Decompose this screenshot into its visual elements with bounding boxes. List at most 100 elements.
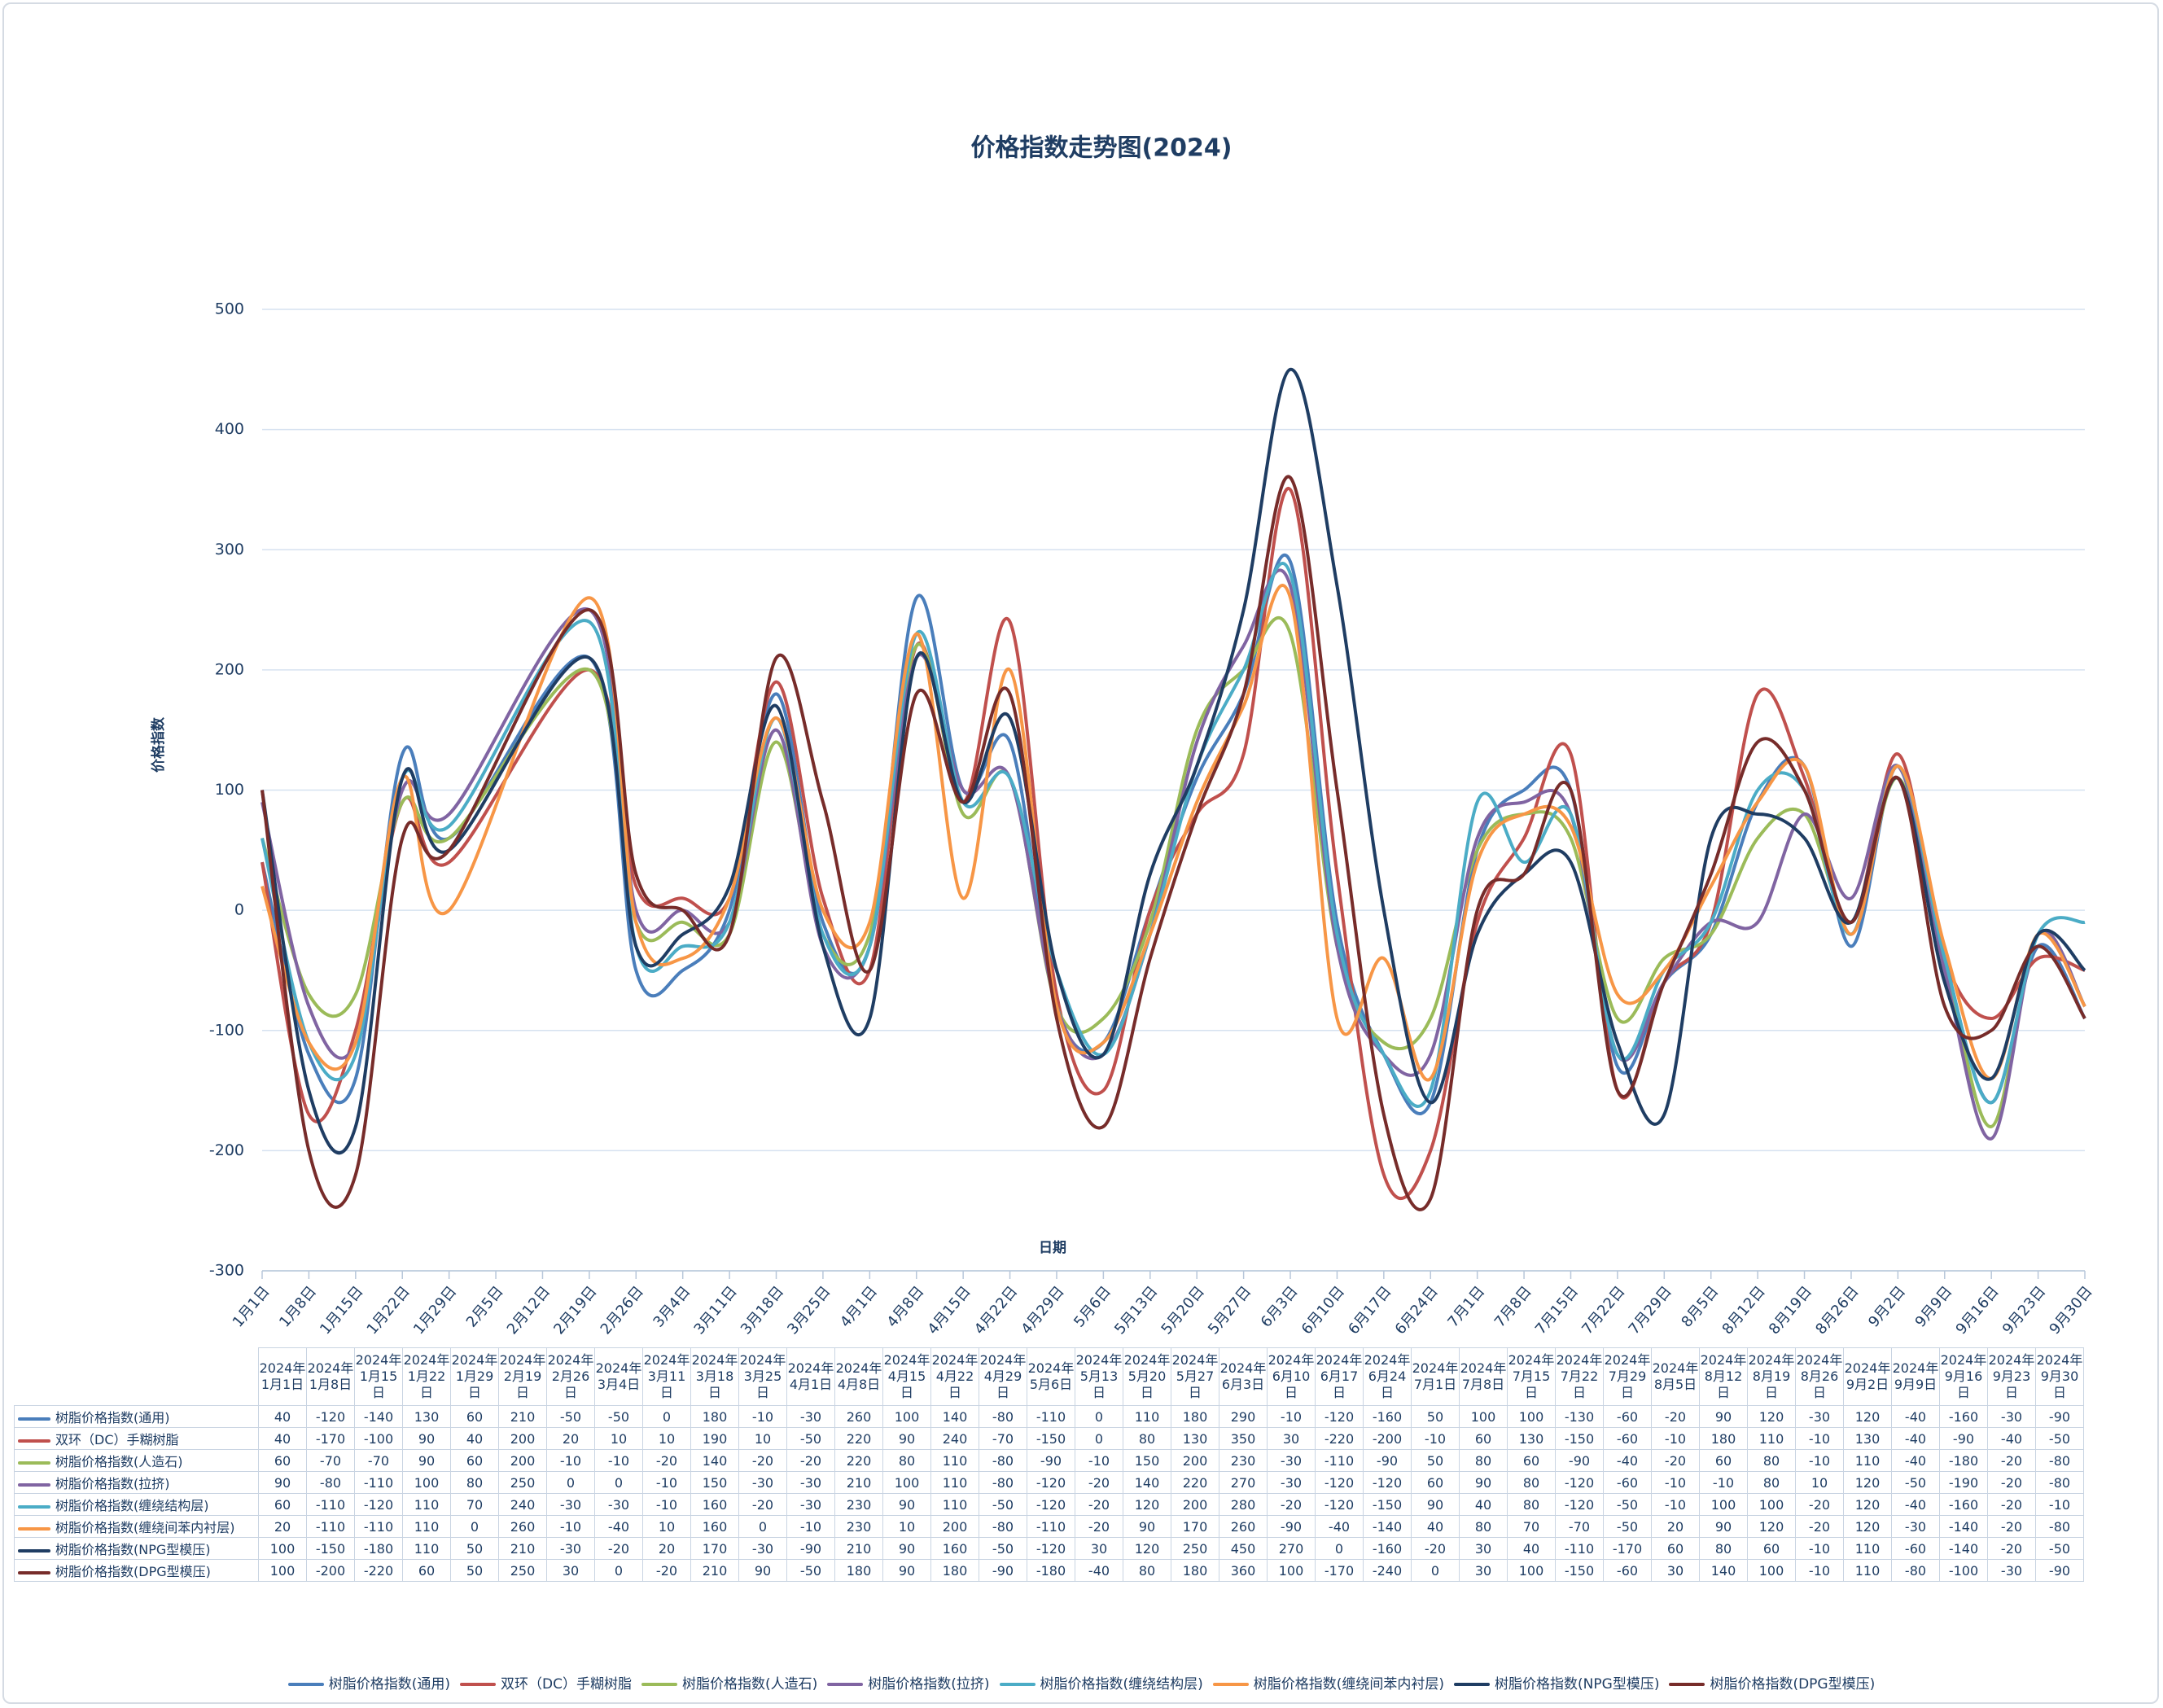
table-cell: 110 — [1747, 1427, 1796, 1450]
table-cell: 120 — [1843, 1405, 1892, 1428]
table-cell: -50 — [786, 1559, 835, 1582]
table-cell: 170 — [690, 1537, 739, 1560]
legend-swatch — [18, 1439, 50, 1443]
table-cell: -80 — [979, 1449, 1027, 1472]
table-cell: -10 — [786, 1515, 835, 1538]
table-cell: -50 — [1891, 1471, 1940, 1494]
x-tick-label: 9月2日 — [1865, 1283, 1909, 1331]
legend-label: 双环（DC）手糊树脂 — [501, 1676, 632, 1693]
table-header-cell: 2024年9月2日 — [1843, 1347, 1892, 1406]
x-tick-label: 2月12日 — [504, 1283, 554, 1338]
table-cell: 40 — [1459, 1493, 1508, 1516]
x-tick-label: 1月29日 — [410, 1283, 460, 1338]
table-cell: -140 — [1939, 1515, 1988, 1538]
table-cell: 100 — [1507, 1559, 1556, 1582]
table-cell: -40 — [1891, 1449, 1940, 1472]
table-cell: 60 — [1699, 1449, 1748, 1472]
legend-swatch — [18, 1548, 50, 1553]
table-cell: -20 — [594, 1537, 643, 1560]
table-cell: 130 — [402, 1405, 451, 1428]
table-cell: 350 — [1219, 1427, 1268, 1450]
table-cell: -50 — [979, 1537, 1027, 1560]
table-cell: -30 — [738, 1471, 787, 1494]
table-cell: 40 — [1411, 1515, 1460, 1538]
legend-swatch — [18, 1504, 50, 1509]
table-cell: -50 — [2035, 1537, 2084, 1560]
table-cell: -20 — [1987, 1537, 2036, 1560]
table-cell: 30 — [1459, 1559, 1508, 1582]
table-cell: -80 — [306, 1471, 355, 1494]
table-row-label: 树脂价格指数(拉挤) — [14, 1471, 259, 1494]
x-tick-label: 6月10日 — [1298, 1283, 1348, 1338]
table-cell: 80 — [1459, 1449, 1508, 1472]
table-cell: -10 — [1651, 1493, 1700, 1516]
series-line — [261, 475, 2086, 1211]
table-header-cell: 2024年5月6日 — [1027, 1347, 1075, 1406]
table-cell: -20 — [738, 1493, 787, 1516]
table-cell: 100 — [882, 1405, 931, 1428]
table-cell: -100 — [1939, 1559, 1988, 1582]
table-header-cell: 2024年4月1日 — [786, 1347, 835, 1406]
table-cell: -120 — [354, 1493, 403, 1516]
legend-item: 树脂价格指数(DPG型模压) — [1669, 1676, 1875, 1693]
table-cell: 240 — [930, 1427, 979, 1450]
x-tick-label: 7月22日 — [1578, 1283, 1628, 1338]
table-cell: 30 — [1651, 1559, 1700, 1582]
table-cell: 50 — [1411, 1449, 1460, 1472]
table-cell: 180 — [1171, 1405, 1219, 1428]
table-cell: -90 — [979, 1559, 1027, 1582]
table-cell: -30 — [1795, 1405, 1844, 1428]
table-cell: -80 — [2035, 1471, 2084, 1494]
table-header-cell: 2024年8月12日 — [1699, 1347, 1748, 1406]
table-cell: 130 — [1843, 1427, 1892, 1450]
table-cell: -10 — [1699, 1471, 1748, 1494]
table-cell: 20 — [642, 1537, 691, 1560]
legend-label: 树脂价格指数(人造石) — [681, 1676, 818, 1693]
table-cell: -40 — [1891, 1427, 1940, 1450]
table-cell: -200 — [1363, 1427, 1412, 1450]
table-cell: 110 — [1843, 1559, 1892, 1582]
table-cell: -40 — [1987, 1427, 2036, 1450]
table-cell: -120 — [1027, 1493, 1075, 1516]
table-cell: 270 — [1219, 1471, 1268, 1494]
table-cell: 90 — [402, 1427, 451, 1450]
legend-item: 双环（DC）手糊树脂 — [460, 1676, 632, 1693]
table-cell: -30 — [786, 1471, 835, 1494]
table-cell: 60 — [402, 1559, 451, 1582]
table-cell: -40 — [1603, 1449, 1652, 1472]
row-name: 树脂价格指数(缠绕间苯内衬层) — [55, 1520, 235, 1535]
y-tick-label: 300 — [215, 541, 244, 558]
table-cell: 10 — [738, 1427, 787, 1450]
row-name: 树脂价格指数(NPG型模压) — [55, 1542, 211, 1557]
table-cell: 130 — [1507, 1427, 1556, 1450]
table-cell: -20 — [1651, 1405, 1700, 1428]
table-cell: 110 — [930, 1471, 979, 1494]
table-cell: 0 — [1075, 1427, 1123, 1450]
table-header-cell: 2024年8月26日 — [1795, 1347, 1844, 1406]
table-cell: -120 — [306, 1405, 355, 1428]
table-cell: 60 — [258, 1449, 307, 1472]
table-cell: -110 — [1555, 1537, 1604, 1560]
table-cell: 90 — [1411, 1493, 1460, 1516]
table-cell: -50 — [594, 1405, 643, 1428]
table-header-cell: 2024年7月15日 — [1507, 1347, 1556, 1406]
table-cell: 0 — [594, 1559, 643, 1582]
legend-label: 树脂价格指数(DPG型模压) — [1710, 1676, 1876, 1693]
table-cell: -180 — [1939, 1449, 1988, 1472]
table-cell: -10 — [1411, 1427, 1460, 1450]
x-tick-label: 6月24日 — [1392, 1283, 1442, 1338]
table-cell: 60 — [1507, 1449, 1556, 1472]
table-cell: -70 — [306, 1449, 355, 1472]
table-cell: -110 — [354, 1515, 403, 1538]
x-tick-label: 9月16日 — [1953, 1283, 2003, 1338]
table-cell: -30 — [1987, 1559, 2036, 1582]
table-cell: 60 — [258, 1493, 307, 1516]
table-cell: -70 — [354, 1449, 403, 1472]
table-cell: -20 — [1987, 1515, 2036, 1538]
legend-label: 树脂价格指数(缠绕结构层) — [1040, 1676, 1203, 1693]
table-cell: 80 — [1747, 1471, 1796, 1494]
table-cell: 230 — [834, 1515, 883, 1538]
table-cell: -60 — [1603, 1471, 1652, 1494]
